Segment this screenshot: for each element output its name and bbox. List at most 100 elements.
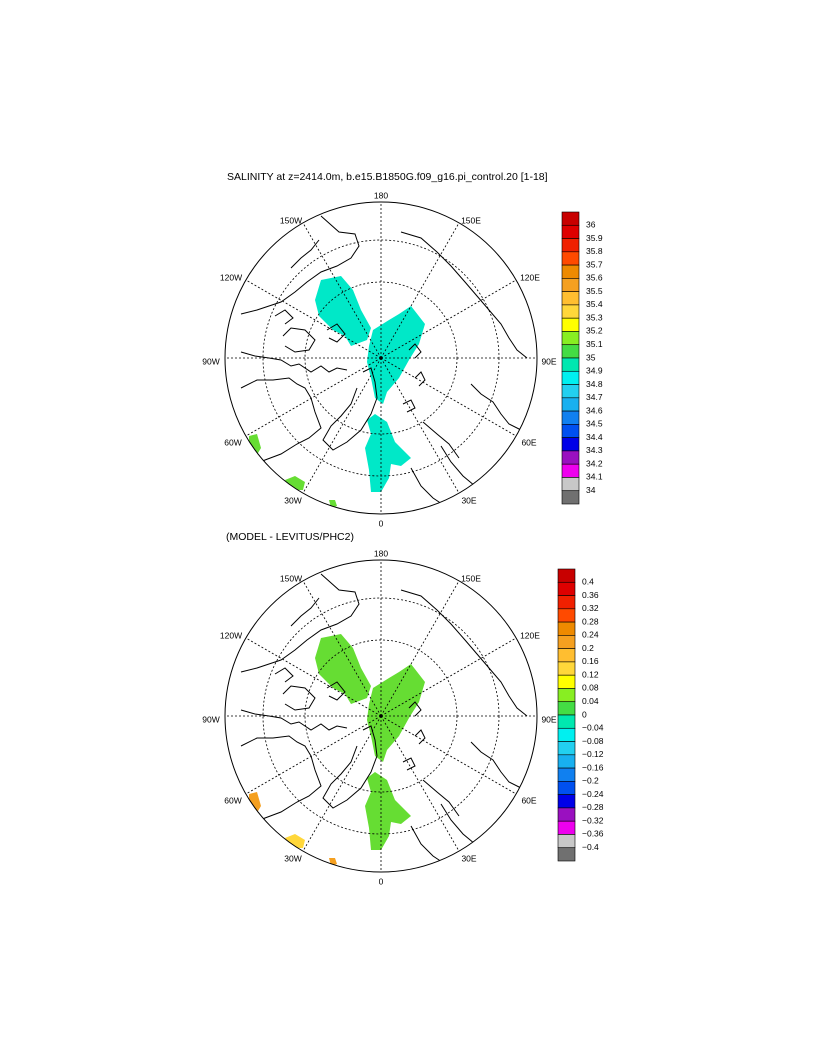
colorbar-swatch bbox=[561, 211, 580, 226]
coastline bbox=[410, 825, 446, 865]
field-greenland-sea-patch bbox=[365, 772, 411, 850]
coastline bbox=[326, 323, 346, 343]
field-canada-basin-patch bbox=[315, 276, 371, 346]
panel-1-colorbar: 36 35.9 35.8 35.7 35.6 35.5 35.4 35.3 35.2 35.1 35… bbox=[561, 211, 603, 505]
colorbar-label: 0.4 bbox=[582, 577, 594, 587]
lon-label: 180 bbox=[374, 190, 388, 200]
colorbar-swatch bbox=[561, 291, 580, 306]
meridian-line bbox=[380, 715, 460, 852]
coastline bbox=[440, 803, 476, 845]
lon-label: 30E bbox=[461, 495, 476, 505]
lon-label: 150W bbox=[280, 573, 302, 583]
colorbar-swatch bbox=[561, 450, 580, 465]
colorbar-swatch bbox=[561, 304, 580, 319]
colorbar-swatch bbox=[561, 251, 580, 266]
colorbar-label: −0.08 bbox=[582, 736, 604, 746]
coastline bbox=[402, 757, 416, 771]
map-boundary bbox=[224, 559, 538, 873]
colorbar-swatch bbox=[557, 648, 576, 663]
meridian-line bbox=[380, 637, 517, 717]
meridian-line bbox=[302, 715, 382, 852]
colorbar-label: −0.2 bbox=[582, 776, 599, 786]
colorbar-label: −0.4 bbox=[582, 842, 599, 852]
colorbar-swatch bbox=[557, 635, 576, 649]
coastline bbox=[440, 445, 476, 487]
lon-label: 0 bbox=[379, 876, 384, 886]
lon-label: 150E bbox=[461, 215, 481, 225]
colorbar-swatch bbox=[557, 608, 576, 623]
latitude-circle bbox=[262, 597, 500, 835]
colorbar-swatch bbox=[561, 331, 580, 346]
colorbar-label: −0.28 bbox=[582, 802, 604, 812]
meridian-line bbox=[245, 715, 382, 795]
colorbar-swatch bbox=[557, 794, 576, 809]
coastline bbox=[414, 371, 426, 387]
meridian-line bbox=[302, 222, 382, 359]
colorbar-label: 35 bbox=[586, 352, 596, 362]
field-eurasian-basin-patch bbox=[367, 664, 425, 762]
lon-label: 30W bbox=[284, 853, 301, 863]
colorbar-swatch bbox=[557, 661, 576, 676]
colorbar-swatch bbox=[557, 714, 576, 729]
colorbar-label: 35.6 bbox=[586, 273, 603, 283]
coastline bbox=[322, 367, 378, 451]
colorbar-label: 36 bbox=[586, 220, 596, 230]
panel-2-colorbar: 0.4 0.36 0.32 0.28 0.24 0.2 0.16 0.12 0.08 0.04 0 −… bbox=[557, 568, 604, 862]
colorbar-label: 34.5 bbox=[586, 419, 603, 429]
lon-label: 90E bbox=[541, 356, 556, 366]
meridian-line bbox=[380, 357, 460, 494]
coastline bbox=[422, 421, 460, 459]
colorbar-label: 34.2 bbox=[586, 458, 603, 468]
colorbar-label: 0.28 bbox=[582, 616, 599, 626]
colorbar-label: 0.36 bbox=[582, 590, 599, 600]
coastline bbox=[240, 709, 348, 731]
coastline bbox=[400, 231, 528, 359]
colorbar-swatch bbox=[561, 317, 580, 332]
colorbar-swatch bbox=[561, 397, 580, 412]
lon-label: 60W bbox=[224, 437, 241, 447]
colorbar-label: 34.8 bbox=[586, 379, 603, 389]
colorbar-swatch bbox=[557, 727, 576, 742]
colorbar-label: 34 bbox=[586, 485, 596, 495]
colorbar-swatch bbox=[561, 224, 580, 239]
colorbar-swatch bbox=[557, 847, 576, 862]
coastline bbox=[408, 343, 422, 359]
coastline bbox=[240, 735, 322, 825]
meridian-line bbox=[380, 715, 517, 795]
coastline bbox=[470, 383, 522, 431]
coastline bbox=[290, 597, 320, 627]
coastline bbox=[240, 573, 360, 673]
colorbar-label: −0.32 bbox=[582, 815, 604, 825]
colorbar-label: 34.4 bbox=[586, 432, 603, 442]
colorbar-swatch bbox=[561, 410, 580, 425]
meridian-line bbox=[380, 279, 517, 359]
meridian-line bbox=[245, 637, 382, 717]
colorbar-label: 35.3 bbox=[586, 312, 603, 322]
colorbar-label: 34.3 bbox=[586, 445, 603, 455]
colorbar-label: 34.1 bbox=[586, 472, 603, 482]
meridian-line bbox=[302, 357, 382, 494]
lon-label: 90W bbox=[202, 356, 219, 366]
colorbar-label: 0.12 bbox=[582, 669, 599, 679]
colorbar-swatch bbox=[561, 357, 580, 372]
lon-label: 60E bbox=[521, 795, 536, 805]
colorbar-label: 35.1 bbox=[586, 339, 603, 349]
colorbar-swatch bbox=[561, 370, 580, 385]
coastline bbox=[400, 589, 528, 717]
meridian-line bbox=[380, 357, 517, 437]
colorbar-swatch bbox=[561, 344, 580, 359]
colorbar-swatch bbox=[561, 477, 580, 492]
colorbar-label: −0.36 bbox=[582, 829, 604, 839]
panel-2-map: 180 150E 120E 90E 60E 30E 0 30W 60W 90W 120W 150W bbox=[202, 548, 557, 886]
coastline bbox=[326, 681, 346, 701]
field-labrador-patch bbox=[249, 792, 261, 816]
colorbar-label: 0.2 bbox=[582, 643, 594, 653]
coastline bbox=[240, 351, 348, 373]
colorbar-swatch bbox=[557, 767, 576, 782]
meridian-line bbox=[302, 580, 382, 717]
colorbar-swatch bbox=[557, 674, 576, 689]
colorbar-label: 0.32 bbox=[582, 603, 599, 613]
meridian-line bbox=[245, 357, 382, 437]
colorbar-swatch bbox=[557, 834, 576, 849]
